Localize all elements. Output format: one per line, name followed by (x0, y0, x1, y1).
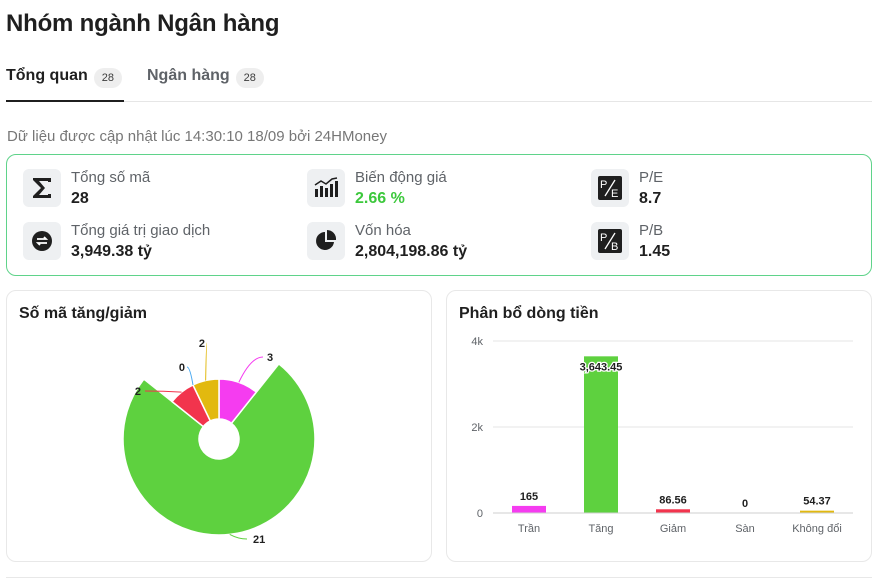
bar-chart-icon (307, 169, 345, 207)
svg-text:P: P (600, 232, 607, 244)
stat-market-cap-label: Vốn hóa (355, 222, 411, 239)
stat-pe-label: P/E (639, 169, 664, 186)
tab-banks-count-badge: 28 (235, 68, 264, 88)
stat-total-codes: Tổng số mã 28 (23, 169, 150, 211)
stats-panel: Tổng số mã 28 Biến động giá 2.66 % P (6, 154, 872, 276)
bar-ytick-label: 4k (471, 336, 483, 348)
pie-label-tran: 3 (267, 352, 273, 364)
pie-leader-san (186, 366, 194, 386)
pie-leader-khong-doi (205, 342, 208, 381)
stat-trade-value-label: Tổng giá trị giao dịch (71, 222, 211, 239)
pie-slice-khong-doi (191, 378, 220, 422)
pie-icon (307, 222, 345, 260)
pie-leader-tran (238, 356, 264, 383)
updown-card: Số mã tăng/giảm 3 21 2 0 2 (6, 290, 432, 562)
pie-leader-giam (144, 390, 182, 393)
svg-text:P: P (600, 179, 607, 191)
bar-xtick-label-tran: Trần (518, 523, 540, 535)
pb-icon: P B (591, 222, 629, 260)
bar-xtick-label-giam: Giảm (660, 523, 686, 535)
stat-trade-value: Tổng giá trị giao dịch 3,949.38 tỷ (23, 222, 210, 264)
pe-icon: P E (591, 169, 629, 207)
tab-overview-count-badge: 28 (93, 68, 123, 88)
updown-pie-chart: 3 21 2 0 2 (122, 338, 316, 546)
pie-label-san: 0 (179, 362, 185, 374)
bar-ytick-label: 2k (471, 422, 483, 434)
bar-khong-doi (800, 510, 834, 513)
stat-total-codes-label: Tổng số mã (71, 169, 151, 186)
bar-value-label-khong-doi: 54.37 (803, 496, 831, 508)
exchange-icon (23, 222, 61, 260)
tab-overview[interactable]: Tổng quan 28 (6, 58, 124, 102)
tab-bar: Tổng quan 28 Ngân hàng 28 (6, 58, 872, 102)
tab-banks[interactable]: Ngân hàng 28 (147, 58, 277, 102)
tab-banks-label: Ngân hàng (147, 67, 230, 84)
pie-label-khong-doi: 2 (199, 338, 205, 350)
bar-tran (512, 505, 546, 513)
bar-value-label-tang: 3,643.45 (580, 361, 623, 373)
update-note: Dữ liệu được cập nhật lúc 14:30:10 18/09… (7, 128, 387, 145)
svg-text:B: B (611, 241, 618, 253)
pie-label-giam: 2 (135, 386, 141, 398)
stat-pb-label: P/B (639, 222, 664, 239)
pie-label-tang: 21 (253, 534, 265, 546)
bar-giam (656, 509, 690, 513)
bar-xtick-label-khong-doi: Không đổi (792, 523, 842, 535)
stat-price-change: Biến động giá 2.66 % (307, 169, 447, 211)
pie-slice-tang (122, 362, 316, 536)
pie-leader-tang (229, 533, 248, 540)
bar-value-label-tran: 165 (520, 491, 538, 503)
bar-xtick-label-san: Sàn (735, 523, 755, 535)
bar-ytick-label: 0 (477, 508, 483, 520)
stat-price-change-label: Biến động giá (355, 169, 447, 186)
flow-card: Phân bổ dòng tiền 0 2k 4k 165 Trần 3,643.45 Tă… (446, 290, 872, 562)
bar-xtick-label-tang: Tăng (588, 523, 613, 535)
flow-card-title: Phân bổ dòng tiền (459, 305, 599, 322)
stat-price-change-value: 2.66 % (355, 190, 405, 207)
stat-trade-value-value: 3,949.38 tỷ (71, 243, 152, 260)
tab-overview-label: Tổng quan (6, 67, 88, 84)
bar-tang (584, 356, 618, 513)
stat-pb-value: 1.45 (639, 243, 671, 260)
svg-text:E: E (611, 188, 618, 200)
stat-pe-value: 8.7 (639, 190, 662, 207)
bar-value-label-san: 0 (742, 498, 748, 510)
updown-card-title: Số mã tăng/giảm (19, 305, 148, 322)
bottom-divider (6, 577, 872, 578)
page-title: Nhóm ngành Ngân hàng (6, 10, 280, 37)
flow-bar-chart: 0 2k 4k 165 Trần 3,643.45 Tăng 86.56 Giảm 0 Sàn 54.… (471, 336, 853, 535)
stat-market-cap: Vốn hóa 2,804,198.86 tỷ (307, 222, 467, 264)
bar-value-label-giam: 86.56 (659, 494, 687, 506)
stat-market-cap-value: 2,804,198.86 tỷ (355, 243, 468, 260)
stat-pb: P B P/B 1.45 (591, 222, 670, 264)
stat-pe: P E P/E 8.7 (591, 169, 663, 211)
sigma-icon (23, 169, 61, 207)
stat-total-codes-value: 28 (71, 190, 89, 207)
